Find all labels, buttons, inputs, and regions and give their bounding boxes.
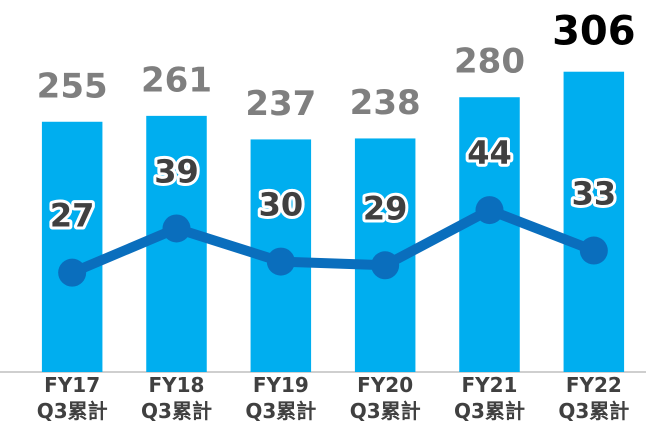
bar xyxy=(459,97,520,372)
line-marker xyxy=(371,251,400,280)
line-label: 27 xyxy=(50,197,95,235)
line-marker xyxy=(475,196,504,225)
line-marker xyxy=(162,214,191,243)
bar-label: 261 xyxy=(141,60,212,100)
x-tick-label: FY22 Q3累計 xyxy=(558,373,630,423)
bar-label: 238 xyxy=(350,83,421,123)
line-marker xyxy=(266,247,295,276)
bar-label: 237 xyxy=(245,84,316,124)
x-tick-label: FY17 Q3累計 xyxy=(36,373,108,423)
line-marker xyxy=(58,258,87,287)
bar-label: 306 xyxy=(552,9,636,55)
line xyxy=(70,205,596,278)
bar-label: 255 xyxy=(37,66,108,106)
x-tick-label: FY19 Q3累計 xyxy=(245,373,317,423)
bar-label: 280 xyxy=(454,42,525,82)
line-label: 39 xyxy=(154,152,199,190)
line-label: 30 xyxy=(259,186,304,224)
x-tick-label: FY21 Q3累計 xyxy=(454,373,525,423)
line-label: 29 xyxy=(363,189,408,227)
x-tick-label: FY18 Q3累計 xyxy=(141,373,212,423)
bar xyxy=(146,115,207,372)
line-marker xyxy=(579,236,608,265)
line-label: 44 xyxy=(467,134,512,172)
bar xyxy=(41,121,103,372)
line-label: 33 xyxy=(572,175,617,213)
x-tick-label: FY20 Q3累計 xyxy=(349,373,421,423)
bar xyxy=(563,71,625,372)
